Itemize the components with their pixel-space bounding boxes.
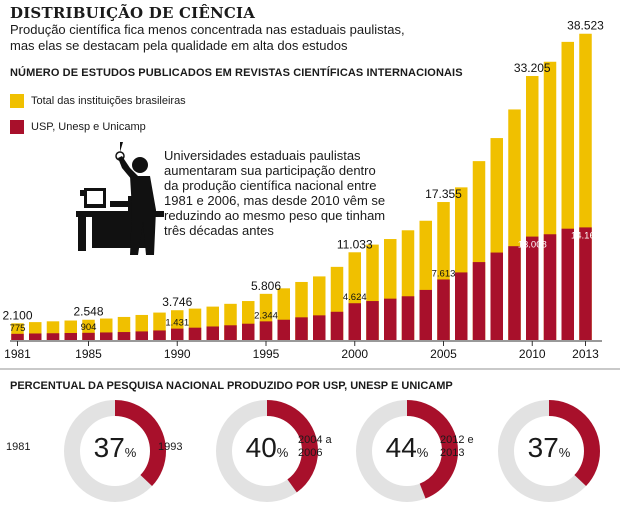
tick-label-1995: 1995 xyxy=(253,347,280,361)
label-total-2005: 17.355 xyxy=(425,187,462,201)
bar-usp-2009 xyxy=(508,246,521,340)
donut-percent-value: 40% xyxy=(245,432,289,463)
donut-chart xyxy=(498,400,600,502)
bar-usp-1986 xyxy=(100,332,113,340)
tick-label-2005: 2005 xyxy=(430,347,457,361)
label-usp-1990: 1.431 xyxy=(165,318,189,329)
legend-total-swatch xyxy=(10,94,24,108)
bar-usp-1984 xyxy=(64,333,77,340)
bar-usp-1991 xyxy=(188,327,202,340)
donut-item: 2012 e 2013 37% xyxy=(440,398,615,508)
bar-usp-1981 xyxy=(11,333,24,340)
donut-period-label: 2004 a 2006 xyxy=(298,434,332,459)
donut-period-label: 1981 xyxy=(6,441,31,453)
label-usp-1981: 775 xyxy=(10,323,26,334)
bar-usp-1994 xyxy=(242,323,255,340)
legend-usp-swatch xyxy=(10,120,24,134)
x-axis-ticks: 1981 1985 1990 1995 2000 2005 2010 2013 xyxy=(4,341,599,361)
label-usp-2013: 14.163 xyxy=(571,230,600,241)
donut-percent-value: 44% xyxy=(385,432,429,463)
bar-usp-2012 xyxy=(561,228,574,340)
bar-usp-2005 xyxy=(437,279,450,340)
label-total-2010: 33.205 xyxy=(514,61,551,75)
donut-percent-value: 37% xyxy=(527,432,571,463)
percent-section-title: PERCENTUAL DA PESQUISA NACIONAL PRODUZID… xyxy=(10,380,453,392)
bar-usp-1997 xyxy=(295,317,308,340)
label-total-1995: 5.806 xyxy=(251,279,281,293)
bar-usp-1999 xyxy=(330,311,344,340)
donut-share-arc xyxy=(216,400,318,502)
donut-chart xyxy=(64,400,166,502)
bar-usp-2010 xyxy=(526,236,539,340)
bar-usp-1990 xyxy=(171,328,184,340)
legend-usp: USP, Unesp e Unicamp xyxy=(10,120,146,134)
label-usp-1985: 904 xyxy=(81,322,97,333)
tick-label-1985: 1985 xyxy=(75,347,102,361)
label-usp-2000: 4.624 xyxy=(343,292,367,303)
bar-usp-2003 xyxy=(401,296,415,340)
bar-usp-2001 xyxy=(366,301,379,340)
donut-period-label: 1993 xyxy=(158,441,183,453)
donut-share-arc xyxy=(498,400,600,502)
tick-label-2013: 2013 xyxy=(572,347,599,361)
bar-usp-1988 xyxy=(135,331,148,340)
label-total-1981: 2.100 xyxy=(2,308,32,322)
donut-share-arc xyxy=(64,400,166,502)
donut-item: 1981 37% xyxy=(6,398,181,508)
donut-chart xyxy=(356,400,458,502)
legend-total-label: Total das instituições brasileiras xyxy=(31,95,186,107)
donut-item: 1993 40% xyxy=(158,398,333,508)
bar-usp-1985 xyxy=(82,332,95,340)
donut-percent-value: 37% xyxy=(93,432,137,463)
donut-chart xyxy=(216,400,318,502)
label-total-2013: 38.523 xyxy=(567,19,604,33)
chart-title: NÚMERO DE ESTUDOS PUBLICADOS EM REVISTAS… xyxy=(10,67,463,79)
bar-usp-1983 xyxy=(46,333,60,340)
chart-annotation: Universidades estaduais paulistas aument… xyxy=(164,148,386,238)
label-usp-2010: 13.008 xyxy=(518,240,547,251)
label-usp-2005: 7.613 xyxy=(432,268,456,279)
tick-label-1981: 1981 xyxy=(4,347,31,361)
donut-share-arc xyxy=(356,400,458,502)
bars xyxy=(11,33,592,340)
scientist-illustration xyxy=(76,142,164,255)
bar-usp-2006 xyxy=(455,272,468,340)
bar-usp-2013 xyxy=(579,227,592,340)
bar-usp-2004 xyxy=(419,289,432,340)
label-total-2000: 11.033 xyxy=(337,237,373,251)
legend-usp-label: USP, Unesp e Unicamp xyxy=(31,121,146,133)
bar-usp-1982 xyxy=(29,333,42,340)
label-total-1990: 3.746 xyxy=(162,295,192,309)
page-subtitle: Produção científica fica menos concentra… xyxy=(10,22,405,53)
legend-total: Total das instituições brasileiras xyxy=(10,94,186,108)
bar-usp-1995 xyxy=(259,321,273,340)
label-usp-1995: 2.344 xyxy=(254,310,278,321)
bar-usp-1987 xyxy=(117,332,131,340)
section-divider xyxy=(0,368,620,370)
bar-usp-1989 xyxy=(153,330,166,340)
donut-item: 2004 a 2006 44% xyxy=(298,398,473,508)
bar-usp-1996 xyxy=(277,319,290,340)
bar-usp-2011 xyxy=(543,234,557,340)
page-title: DISTRIBUIÇÃO DE CIÊNCIA xyxy=(10,4,256,22)
tick-label-2010: 2010 xyxy=(519,347,546,361)
label-total-1985: 2.548 xyxy=(73,305,103,319)
bar-usp-2007 xyxy=(472,262,486,340)
bar-usp-2002 xyxy=(384,298,397,340)
tick-label-2000: 2000 xyxy=(341,347,368,361)
tick-label-1990: 1990 xyxy=(164,347,191,361)
bar-usp-1993 xyxy=(224,325,237,340)
bar-usp-2000 xyxy=(348,303,361,340)
donut-period-label: 2012 e 2013 xyxy=(440,434,474,459)
bar-usp-1992 xyxy=(206,326,219,340)
bar-usp-1998 xyxy=(313,315,326,340)
bar-usp-2008 xyxy=(490,252,503,340)
